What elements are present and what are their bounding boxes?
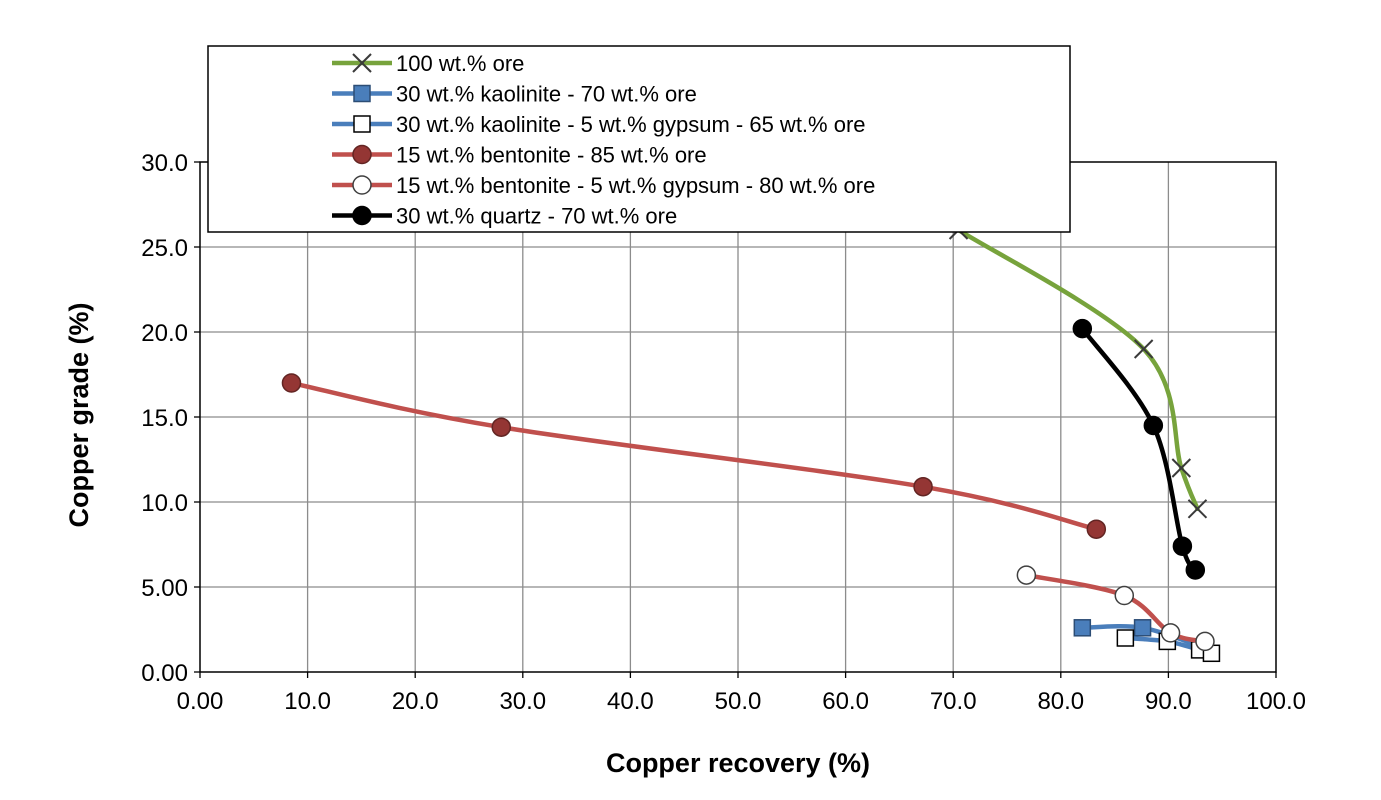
series-line <box>956 227 1200 512</box>
marker-circle <box>1086 519 1107 539</box>
data-point <box>1072 318 1093 339</box>
x-tick-label: 80.0 <box>1037 688 1084 715</box>
legend-box <box>207 45 1071 233</box>
marker-square <box>1133 619 1152 637</box>
marker-circle <box>1172 536 1193 556</box>
series-line <box>289 380 1099 532</box>
marker-circle <box>913 476 933 497</box>
legend-swatch-marker <box>352 53 372 73</box>
data-point <box>1172 536 1193 556</box>
axis-layer: 0.00 10.0 20.0 30.0 40.0 50.0 60.0 70.0 80.0 90.0… <box>141 150 1306 715</box>
legend-swatch-marker <box>352 175 372 195</box>
series-line <box>1080 326 1198 573</box>
marker-square-open <box>1116 629 1135 647</box>
data-point <box>1086 519 1107 539</box>
series-15-wt-bentonite-85-wt-ore <box>281 373 1107 539</box>
marker-circle-open <box>1195 631 1215 652</box>
marker-circle <box>1143 415 1164 436</box>
data-point <box>1114 585 1135 606</box>
legend-item-30-wt-kaolinite-5-wt-gypsum-65-wt-ore: 30 wt.% kaolinite - 5 wt.% gypsum - 65 w… <box>332 112 866 137</box>
marker-circle <box>352 144 372 165</box>
marker-circle <box>1072 318 1093 339</box>
marker-square <box>1073 619 1092 637</box>
x-tick-label: 90.0 <box>1145 688 1192 715</box>
data-point <box>1016 565 1037 585</box>
data-point <box>1160 623 1181 643</box>
series-line <box>1024 572 1208 644</box>
marker-circle <box>281 373 302 393</box>
marker-circle <box>352 205 372 226</box>
x-tick-label: 60.0 <box>822 688 869 715</box>
x-tick-label: 30.0 <box>499 688 546 715</box>
y-tick-label: 20.0 <box>141 320 188 347</box>
series-15-wt-bentonite-5-wt-gypsum-80-wt-ore <box>1016 565 1215 652</box>
legend-item-15-wt-bentonite-5-wt-gypsum-80-wt-ore: 15 wt.% bentonite - 5 wt.% gypsum - 80 w… <box>332 173 875 198</box>
series-100-wt-ore <box>948 220 1208 519</box>
legend-label: 30 wt.% kaolinite - 5 wt.% gypsum - 65 w… <box>396 112 866 137</box>
marker-x-stroke <box>1187 499 1208 519</box>
legend-item-30-wt-kaolinite-70-wt-ore: 30 wt.% kaolinite - 70 wt.% ore <box>332 82 697 107</box>
series-layer <box>281 220 1221 663</box>
legend-item-30-wt-quartz-70-wt-ore: 30 wt.% quartz - 70 wt.% ore <box>332 204 677 229</box>
legend-label: 30 wt.% kaolinite - 70 wt.% ore <box>396 82 697 107</box>
x-tick-label: 50.0 <box>715 688 762 715</box>
series-30-wt-quartz-70-wt-ore <box>1072 318 1206 580</box>
x-axis-title: Copper recovery (%) <box>606 748 870 778</box>
data-point <box>1073 619 1092 637</box>
data-point <box>913 476 933 497</box>
data-point <box>1133 619 1152 637</box>
legend-swatch-marker <box>353 115 371 133</box>
marker-circle <box>1185 560 1206 580</box>
marker-circle-open <box>352 175 372 195</box>
y-tick-label: 5.00 <box>141 575 188 602</box>
data-point <box>1116 629 1135 647</box>
y-tick-label: 10.0 <box>141 490 188 517</box>
legend-item-15-wt-bentonite-85-wt-ore: 15 wt.% bentonite - 85 wt.% ore <box>332 143 707 168</box>
y-tick-label: 0.00 <box>141 660 188 687</box>
data-point <box>1195 631 1215 652</box>
marker-x-stroke <box>1171 458 1192 478</box>
marker-square-open <box>353 115 371 133</box>
y-tick-label: 30.0 <box>141 150 188 177</box>
marker-square <box>353 84 371 103</box>
legend-swatch-marker <box>353 84 371 103</box>
marker-circle-open <box>1160 623 1181 643</box>
marker-x-stroke <box>1133 339 1154 359</box>
legend: 100 wt.% ore 30 wt.% kaolinite - 70 wt.% … <box>207 45 1071 233</box>
x-tick-label: 0.00 <box>177 688 224 715</box>
x-tick-label: 100.0 <box>1246 688 1306 715</box>
marker-circle-open <box>1114 585 1135 606</box>
y-tick-label: 25.0 <box>141 235 188 262</box>
data-point <box>1143 415 1164 436</box>
x-tick-label: 10.0 <box>284 688 331 715</box>
legend-swatch-marker <box>352 144 372 165</box>
data-point <box>281 373 302 393</box>
marker-x-stroke <box>352 53 372 73</box>
legend-label: 15 wt.% bentonite - 5 wt.% gypsum - 80 w… <box>396 173 875 198</box>
data-point <box>491 417 512 437</box>
legend-swatch-marker <box>352 205 372 226</box>
data-point <box>1171 458 1192 478</box>
marker-circle <box>491 417 512 437</box>
marker-circle-open <box>1016 565 1037 585</box>
y-axis-title: Copper grade (%) <box>64 302 94 527</box>
legend-label: 100 wt.% ore <box>396 51 524 76</box>
data-point <box>1133 339 1154 359</box>
x-tick-label: 40.0 <box>607 688 654 715</box>
legend-label: 15 wt.% bentonite - 85 wt.% ore <box>396 143 707 168</box>
y-tick-label: 15.0 <box>141 405 188 432</box>
data-point <box>1185 560 1206 580</box>
legend-item-100-wt-ore: 100 wt.% ore <box>332 51 524 76</box>
data-point <box>1187 499 1208 519</box>
legend-label: 30 wt.% quartz - 70 wt.% ore <box>396 204 677 229</box>
x-tick-label: 70.0 <box>930 688 977 715</box>
x-tick-label: 20.0 <box>392 688 439 715</box>
